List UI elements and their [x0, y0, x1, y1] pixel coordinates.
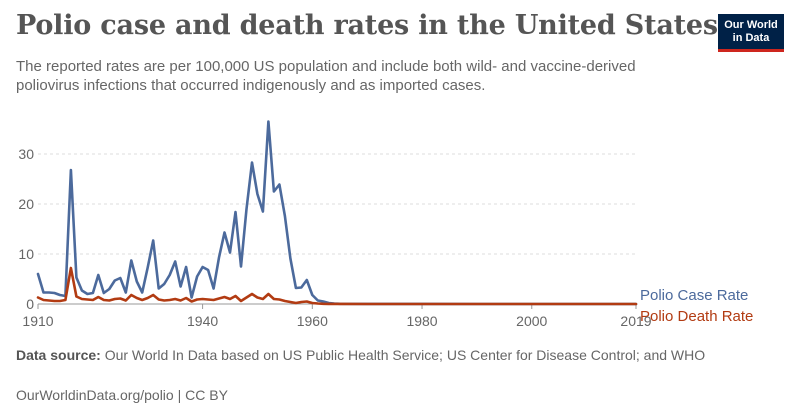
data-source-label: Data source:: [16, 347, 101, 363]
chart-subtitle: The reported rates are per 100,000 US po…: [16, 58, 636, 94]
grid-lines: [38, 153, 636, 255]
series-line-case-rate[interactable]: [36, 120, 638, 306]
axes: 0 10 20 30 1910 1940 1960 1980 2000 2019: [18, 146, 651, 329]
x-tick-label: 1980: [406, 313, 437, 329]
data-source-text: Our World In Data based on US Public Hea…: [104, 347, 706, 363]
legend-label-case-rate[interactable]: Polio Case Rate: [640, 287, 748, 304]
legend-label-death-rate[interactable]: Polio Death Rate: [640, 308, 753, 325]
x-tick-label: 1910: [22, 313, 53, 329]
legend: Polio Case Rate Polio Death Rate: [640, 287, 753, 325]
credit-line[interactable]: OurWorldinData.org/polio | CC BY: [16, 387, 228, 403]
x-tick-label: 1960: [297, 313, 328, 329]
y-tick-label: 20: [18, 196, 34, 212]
series-line-death-rate[interactable]: [36, 266, 638, 306]
x-tick-label: 2019: [620, 313, 651, 329]
logo-line-1: Our World: [724, 19, 778, 31]
y-tick-label: 30: [18, 146, 34, 162]
chart-title: Polio case and death rates in the United…: [16, 10, 718, 41]
x-tick-label: 2000: [516, 313, 547, 329]
logo-line-2: in Data: [732, 32, 770, 44]
y-tick-label: 10: [18, 246, 34, 262]
owid-logo[interactable]: Our World in Data: [718, 14, 784, 52]
y-tick-label: 0: [26, 296, 34, 312]
x-tick-label: 1940: [187, 313, 218, 329]
series-lines: [36, 120, 638, 306]
data-source: Data source: Our World In Data based on …: [16, 346, 736, 364]
